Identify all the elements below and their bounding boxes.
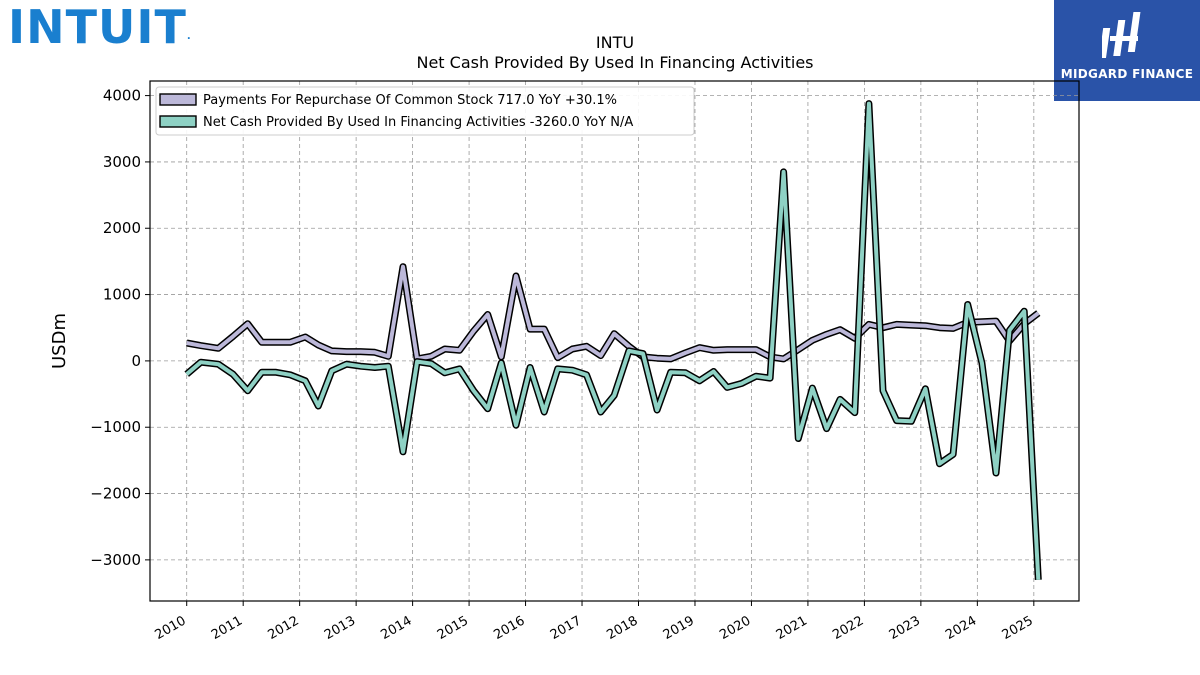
legend-box	[155, 86, 695, 136]
x-tick-label: 2017	[548, 613, 584, 643]
x-tick-label: 2020	[717, 613, 753, 643]
y-tick-label: 2000	[103, 219, 141, 237]
x-tick-label: 2011	[209, 613, 245, 643]
intuit-logo-text: INTUIT.	[8, 0, 191, 54]
legend-label-repurchase: Payments For Repurchase Of Common Stock …	[203, 93, 617, 108]
midgard-logo-text: MIDGARD FINANCE	[1060, 67, 1194, 81]
x-tick-label: 2018	[604, 613, 640, 643]
y-tick-label: 4000	[103, 87, 141, 105]
y-tick-label: 1000	[103, 286, 141, 304]
x-tick-label: 2013	[322, 613, 358, 643]
intuit-logo: INTUIT.	[4, 0, 191, 54]
chart-title: INTU	[596, 33, 634, 52]
x-tick-label: 2023	[887, 613, 923, 643]
plot-frame	[149, 80, 1080, 602]
x-tick-label: 2014	[378, 613, 414, 643]
legend-swatch-financing	[159, 115, 197, 128]
legend: Payments For Repurchase Of Common Stock …	[155, 86, 695, 136]
x-tick-label: 2012	[265, 613, 301, 643]
y-tick-label: −2000	[90, 485, 141, 503]
x-tick-label: 2016	[491, 613, 527, 643]
legend-swatch-repurchase	[159, 93, 197, 106]
y-tick-label: 0	[131, 352, 141, 370]
x-tick-label: 2015	[435, 613, 471, 643]
x-tick-label: 2024	[943, 613, 979, 643]
y-axis-label: USDm	[49, 313, 70, 369]
series-outline-0	[186, 263, 1041, 363]
x-tick-label: 2021	[774, 613, 810, 643]
midgard-emblem-icon	[1102, 12, 1141, 58]
chart-subtitle: Net Cash Provided By Used In Financing A…	[416, 53, 813, 72]
series-line-0	[186, 264, 1040, 361]
x-tick-label: 2019	[661, 613, 697, 643]
midgard-logo-background	[1054, 0, 1200, 101]
x-tick-label: 2010	[153, 613, 189, 643]
series-line-1	[185, 101, 1041, 580]
x-tick-label: 2025	[1000, 613, 1036, 643]
x-tick-label: 2022	[830, 613, 866, 643]
y-tick-label: −3000	[90, 551, 141, 569]
legend-label-financing: Net Cash Provided By Used In Financing A…	[203, 115, 633, 130]
y-tick-label: 3000	[103, 153, 141, 171]
series-layer	[184, 100, 1042, 580]
y-tick-label: −1000	[90, 418, 141, 436]
midgard-finance-logo: MIDGARD FINANCE	[1054, 0, 1200, 101]
